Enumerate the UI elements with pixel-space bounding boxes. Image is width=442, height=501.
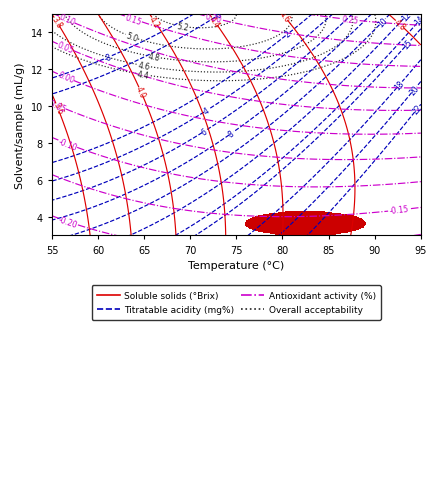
Text: 0.10: 0.10 [57, 13, 76, 28]
Text: 4.4: 4.4 [137, 70, 150, 81]
Text: 3.8: 3.8 [50, 15, 64, 30]
Text: 0.05: 0.05 [56, 41, 75, 56]
Text: 4.2: 4.2 [148, 15, 162, 30]
Text: 4: 4 [202, 106, 211, 116]
Text: 14: 14 [413, 15, 426, 28]
Text: 4.6: 4.6 [137, 61, 150, 72]
Text: -0.15: -0.15 [389, 205, 410, 216]
Text: 18: 18 [393, 79, 406, 92]
Text: 4.4: 4.4 [207, 15, 222, 30]
Text: 0.20: 0.20 [205, 13, 223, 26]
Text: 0.25: 0.25 [341, 15, 358, 26]
Text: 4.6: 4.6 [277, 10, 292, 25]
Text: 22: 22 [411, 103, 423, 116]
Y-axis label: Solvent/sample (mL/g): Solvent/sample (mL/g) [15, 62, 25, 188]
Text: 6: 6 [200, 127, 209, 137]
Text: -0.05: -0.05 [46, 98, 68, 114]
Text: 0.15: 0.15 [124, 13, 143, 27]
Text: 5.2: 5.2 [175, 22, 189, 33]
Text: -0.20: -0.20 [57, 215, 79, 229]
Text: 2: 2 [283, 30, 292, 40]
Text: -8: -8 [103, 53, 113, 64]
Text: 15: 15 [401, 38, 415, 51]
Text: 8: 8 [227, 129, 236, 139]
Text: 0.00: 0.00 [56, 71, 76, 86]
X-axis label: Temperature (°C): Temperature (°C) [188, 261, 285, 271]
Text: 20: 20 [408, 84, 421, 97]
Text: 3.6: 3.6 [51, 101, 64, 115]
Text: 12: 12 [400, 10, 413, 23]
Text: -0.10: -0.10 [57, 137, 78, 152]
Text: 4.8: 4.8 [147, 52, 160, 63]
Text: 4.8: 4.8 [392, 18, 407, 33]
Text: 10: 10 [376, 16, 389, 29]
Text: 5.0: 5.0 [125, 32, 139, 44]
Legend: Soluble solids (°Brix), Titratable acidity (mg%), Antioxidant activity (%), Over: Soluble solids (°Brix), Titratable acidi… [91, 286, 381, 320]
Text: 4.0: 4.0 [134, 85, 147, 99]
Text: -6: -6 [213, 10, 224, 22]
